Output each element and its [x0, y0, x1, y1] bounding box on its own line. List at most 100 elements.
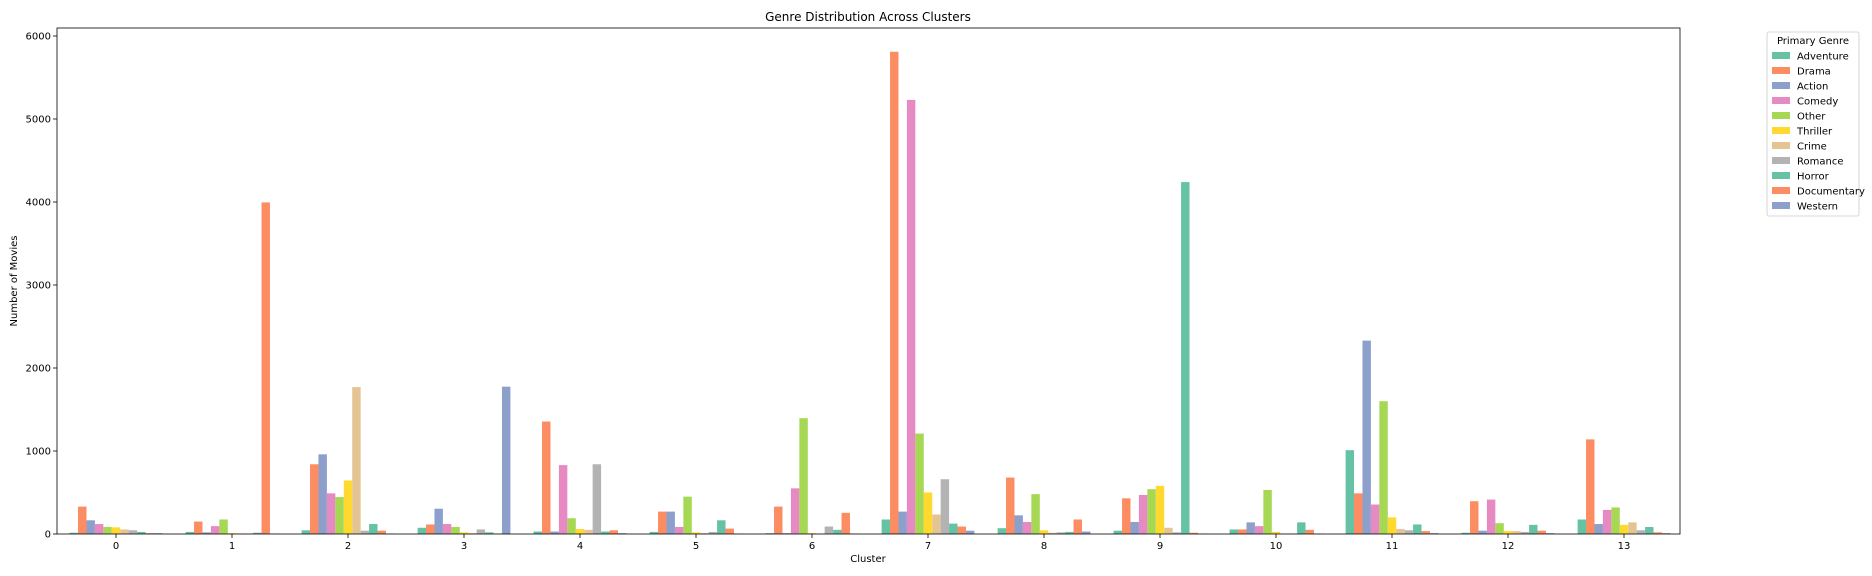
- bar-thriller-cluster-3: [459, 532, 469, 534]
- bar-romance-cluster-13: [1636, 530, 1646, 534]
- bar-adventure-cluster-11: [1345, 450, 1355, 534]
- bar-thriller-cluster-10: [1271, 531, 1281, 534]
- bar-other-cluster-5: [683, 496, 692, 534]
- bar-documentary-cluster-9: [1189, 532, 1198, 534]
- bar-thriller-cluster-13: [1619, 524, 1629, 534]
- legend-label-other: Other: [1797, 112, 1826, 123]
- legend-label-adventure: Adventure: [1797, 52, 1849, 63]
- bar-romance-cluster-0: [128, 530, 138, 534]
- bar-drama-cluster-10: [1238, 529, 1247, 534]
- bar-horror-cluster-10: [1297, 522, 1306, 534]
- bar-drama-cluster-3: [426, 524, 435, 534]
- bar-comedy-cluster-12: [1486, 499, 1496, 534]
- bar-comedy-cluster-10: [1254, 526, 1264, 534]
- bars-layer: [69, 51, 1671, 535]
- bar-thriller-cluster-11: [1387, 517, 1397, 534]
- y-axis-label: Number of Movies: [9, 236, 20, 327]
- bar-drama-cluster-2: [310, 464, 319, 534]
- bar-thriller-cluster-5: [691, 532, 701, 534]
- bar-documentary-cluster-11: [1421, 531, 1430, 534]
- bar-horror-cluster-8: [1065, 531, 1074, 534]
- bar-comedy-cluster-1: [210, 526, 220, 534]
- bar-comedy-cluster-6: [790, 488, 800, 534]
- bar-action-cluster-13: [1594, 524, 1603, 534]
- bar-adventure-cluster-12: [1461, 532, 1471, 534]
- bar-comedy-cluster-13: [1602, 509, 1612, 534]
- legend-swatch-thriller: [1772, 127, 1790, 134]
- bar-drama-cluster-7: [890, 51, 899, 535]
- bar-drama-cluster-6: [774, 506, 783, 534]
- bar-action-cluster-3: [434, 508, 443, 534]
- legend-swatch-documentary: [1772, 187, 1790, 194]
- bar-adventure-cluster-1: [185, 531, 195, 534]
- bar-horror-cluster-4: [601, 531, 610, 534]
- bar-crime-cluster-2: [352, 387, 361, 534]
- bar-romance-cluster-2: [360, 530, 370, 534]
- bar-documentary-cluster-2: [377, 530, 386, 534]
- bar-crime-cluster-9: [1164, 527, 1173, 534]
- bar-thriller-cluster-1: [227, 533, 237, 534]
- bar-documentary-cluster-5: [725, 528, 734, 534]
- y-tick-label: 3000: [26, 281, 51, 292]
- bar-crime-cluster-11: [1396, 529, 1405, 534]
- bar-comedy-cluster-8: [1022, 521, 1032, 534]
- bar-romance-cluster-3: [476, 529, 486, 534]
- bar-documentary-cluster-4: [609, 530, 618, 534]
- bar-western-cluster-0: [153, 533, 163, 534]
- x-axis: 0 1 2 3 4 5 6 7 8 9 10 11 12 13: [113, 534, 1631, 552]
- bar-action-cluster-8: [1014, 515, 1023, 534]
- bar-drama-cluster-5: [658, 511, 667, 534]
- bar-crime-cluster-13: [1628, 522, 1637, 534]
- bar-drama-cluster-8: [1006, 477, 1015, 534]
- legend-label-documentary: Documentary: [1797, 187, 1865, 198]
- bar-crime-cluster-12: [1512, 531, 1521, 534]
- bar-other-cluster-9: [1147, 489, 1156, 534]
- bar-other-cluster-12: [1495, 523, 1504, 534]
- bar-horror-cluster-0: [137, 531, 146, 534]
- bar-action-cluster-2: [318, 454, 327, 534]
- bar-thriller-cluster-9: [1155, 485, 1165, 534]
- bar-adventure-cluster-13: [1577, 519, 1587, 534]
- bar-action-cluster-1: [202, 532, 211, 534]
- bar-comedy-cluster-7: [906, 99, 916, 534]
- bar-comedy-cluster-4: [558, 465, 568, 534]
- bar-horror-cluster-12: [1529, 524, 1538, 534]
- legend-label-romance: Romance: [1797, 157, 1843, 168]
- bar-thriller-cluster-6: [807, 533, 817, 534]
- x-tick-label: 4: [577, 541, 583, 552]
- bar-crime-cluster-5: [700, 533, 709, 534]
- y-axis: 0 1000 2000 3000 4000 5000 6000: [26, 32, 57, 541]
- bar-western-cluster-4: [617, 533, 627, 534]
- bar-adventure-cluster-2: [301, 530, 311, 534]
- x-tick-label: 12: [1502, 541, 1515, 552]
- legend-label-drama: Drama: [1797, 67, 1831, 78]
- bar-romance-cluster-8: [1056, 532, 1066, 534]
- bar-thriller-cluster-12: [1503, 531, 1513, 534]
- x-tick-label: 11: [1386, 541, 1399, 552]
- bar-comedy-cluster-11: [1370, 504, 1380, 534]
- bar-drama-cluster-13: [1586, 439, 1595, 534]
- bar-other-cluster-2: [335, 497, 344, 534]
- bar-horror-cluster-9: [1181, 182, 1190, 534]
- bar-drama-cluster-11: [1354, 493, 1363, 534]
- legend-swatch-horror: [1772, 172, 1790, 179]
- bar-adventure-cluster-6: [765, 533, 775, 534]
- x-tick-label: 7: [925, 541, 931, 552]
- bar-other-cluster-4: [567, 518, 576, 534]
- bar-western-cluster-8: [1081, 531, 1091, 534]
- bar-action-cluster-5: [666, 511, 675, 534]
- x-tick-label: 9: [1157, 541, 1163, 552]
- bar-other-cluster-0: [103, 526, 112, 534]
- legend-swatch-comedy: [1772, 97, 1790, 104]
- x-tick-label: 13: [1618, 541, 1631, 552]
- y-tick-label: 4000: [26, 198, 51, 209]
- bar-action-cluster-9: [1130, 521, 1139, 534]
- bar-other-cluster-7: [915, 433, 924, 534]
- bar-thriller-cluster-7: [923, 492, 933, 534]
- x-axis-label: Cluster: [850, 554, 886, 565]
- x-tick-label: 1: [229, 541, 235, 552]
- bar-action-cluster-4: [550, 531, 559, 534]
- bar-western-cluster-11: [1429, 533, 1439, 534]
- bar-crime-cluster-8: [1048, 532, 1057, 534]
- bar-other-cluster-8: [1031, 494, 1040, 534]
